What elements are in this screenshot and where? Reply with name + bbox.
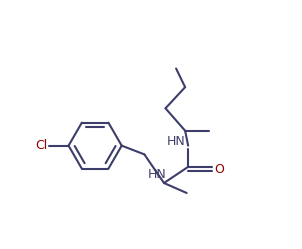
Text: HN: HN xyxy=(166,135,185,148)
Text: Cl: Cl xyxy=(35,139,47,152)
Text: HN: HN xyxy=(147,168,166,181)
Text: O: O xyxy=(215,163,225,176)
